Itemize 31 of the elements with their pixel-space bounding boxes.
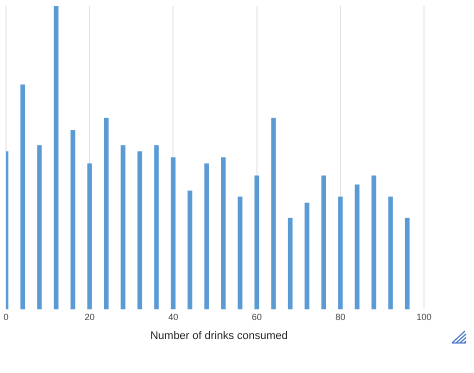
bar xyxy=(221,157,226,310)
bar xyxy=(37,145,42,310)
bar xyxy=(271,118,276,310)
bar xyxy=(137,151,142,310)
bar xyxy=(238,196,242,310)
bar xyxy=(254,175,260,310)
bar xyxy=(404,218,410,310)
bar xyxy=(188,190,192,310)
bar xyxy=(288,218,293,310)
x-tick-label: 80 xyxy=(335,312,346,322)
bar xyxy=(354,184,360,310)
bar xyxy=(54,6,58,310)
x-tick-label: 60 xyxy=(252,312,262,322)
bar xyxy=(388,196,393,310)
bar xyxy=(204,163,209,310)
x-tick-label: 20 xyxy=(84,312,95,322)
bar xyxy=(70,130,76,310)
bar xyxy=(372,175,376,310)
bar xyxy=(154,145,159,310)
bar xyxy=(104,118,109,310)
x-tick-label: 100 xyxy=(416,312,432,322)
bar xyxy=(321,175,326,310)
bar xyxy=(304,202,310,310)
x-tick-label: 0 xyxy=(3,312,9,322)
x-tick-label: 40 xyxy=(168,312,178,322)
bar xyxy=(120,145,126,310)
bar xyxy=(87,163,92,310)
bar xyxy=(338,196,343,310)
x-axis-title: Number of drinks consumed xyxy=(149,330,289,342)
bar xyxy=(20,84,26,310)
bar xyxy=(170,157,176,310)
